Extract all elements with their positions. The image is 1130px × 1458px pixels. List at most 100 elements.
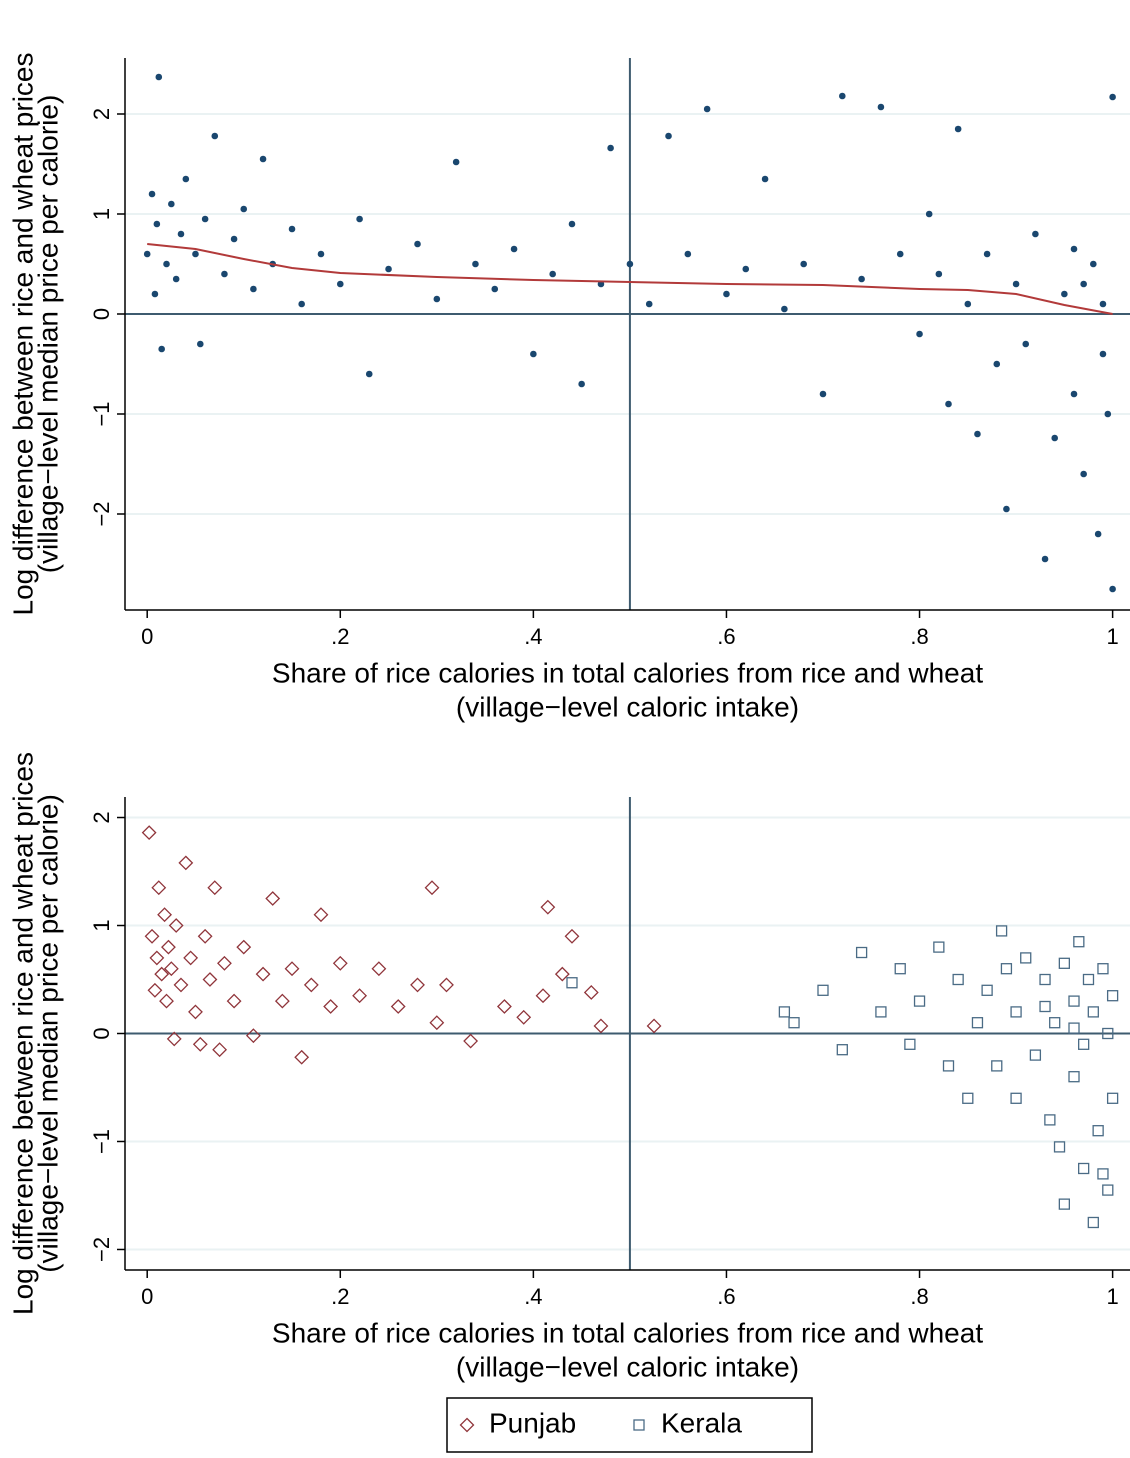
point [913, 995, 926, 1007]
point [491, 285, 499, 293]
point [298, 300, 305, 308]
point [148, 190, 156, 198]
point [723, 290, 730, 298]
point [964, 300, 972, 308]
point [147, 982, 163, 998]
point [1010, 1006, 1022, 1018]
point [540, 899, 556, 915]
point [303, 977, 319, 993]
point [1087, 1216, 1099, 1229]
point [255, 966, 271, 982]
point [1080, 280, 1087, 288]
point [1070, 245, 1078, 253]
point [535, 988, 551, 1004]
point [207, 880, 223, 896]
point [1068, 1022, 1080, 1034]
point [274, 993, 290, 1009]
point [151, 880, 167, 896]
point [1092, 1125, 1104, 1137]
point [336, 280, 344, 288]
point [221, 270, 228, 278]
point [983, 250, 991, 258]
point [390, 999, 406, 1014]
point [1090, 260, 1097, 268]
point [554, 966, 570, 982]
y-axis-title: Log difference between rice and wheat pr… [7, 53, 38, 616]
y-tick-label: −2 [89, 1237, 114, 1262]
x-axis-title: Share of rice calories in total calories… [272, 1317, 983, 1348]
point [201, 215, 209, 223]
point [414, 240, 421, 248]
point [365, 370, 373, 378]
point [1022, 340, 1030, 348]
point [761, 175, 769, 183]
point [217, 955, 232, 971]
point [894, 963, 906, 975]
point [212, 1042, 228, 1058]
point [530, 350, 537, 358]
y-tick-label: 1 [89, 919, 114, 931]
point [1068, 1071, 1080, 1083]
point [496, 999, 512, 1014]
y-tick-label: 2 [89, 811, 114, 823]
point [646, 1018, 662, 1034]
point [1097, 1168, 1109, 1180]
point [839, 92, 846, 100]
point [230, 235, 238, 243]
point [1070, 390, 1078, 398]
point [684, 250, 692, 258]
y-tick-label: 1 [89, 208, 114, 220]
point [1032, 230, 1039, 238]
point [626, 260, 634, 268]
point [1049, 1017, 1061, 1029]
point [1039, 973, 1051, 986]
x-tick-label: 1 [1106, 624, 1118, 649]
x-tick-label: 0 [141, 1284, 153, 1309]
y-tick-label: 0 [89, 308, 114, 320]
point [155, 73, 163, 81]
point [1099, 300, 1107, 308]
point [1051, 434, 1058, 442]
point [1109, 585, 1116, 593]
point [858, 275, 865, 283]
point [183, 950, 199, 966]
point [1003, 505, 1010, 513]
point [410, 977, 425, 993]
point [933, 941, 945, 953]
y-tick-label: −1 [89, 401, 114, 426]
point [352, 988, 368, 1004]
point [439, 977, 454, 993]
point [294, 1049, 310, 1065]
point [607, 144, 614, 152]
point [981, 984, 993, 996]
point [211, 132, 219, 140]
x-tick-label: .6 [717, 624, 735, 649]
point [472, 260, 479, 268]
point [1078, 1162, 1090, 1175]
x-tick-label: .4 [524, 1284, 542, 1309]
point [163, 961, 179, 977]
point [245, 1028, 261, 1044]
point [1109, 93, 1116, 101]
point [1010, 1092, 1022, 1104]
x-tick-label: .4 [524, 624, 542, 649]
point [971, 1017, 984, 1029]
point [259, 155, 267, 163]
point [158, 345, 165, 353]
point [665, 132, 672, 140]
point [161, 939, 176, 955]
legend-label: Punjab [489, 1407, 576, 1438]
point [896, 250, 904, 258]
point [1073, 936, 1085, 948]
point [197, 928, 213, 944]
point [154, 966, 170, 982]
point [1039, 1000, 1051, 1013]
point [356, 215, 363, 223]
point [1020, 952, 1032, 964]
point [1068, 995, 1080, 1007]
point [1029, 1049, 1042, 1061]
point [1041, 555, 1049, 563]
point [429, 1015, 445, 1031]
point [991, 1060, 1003, 1072]
point [1061, 290, 1068, 298]
